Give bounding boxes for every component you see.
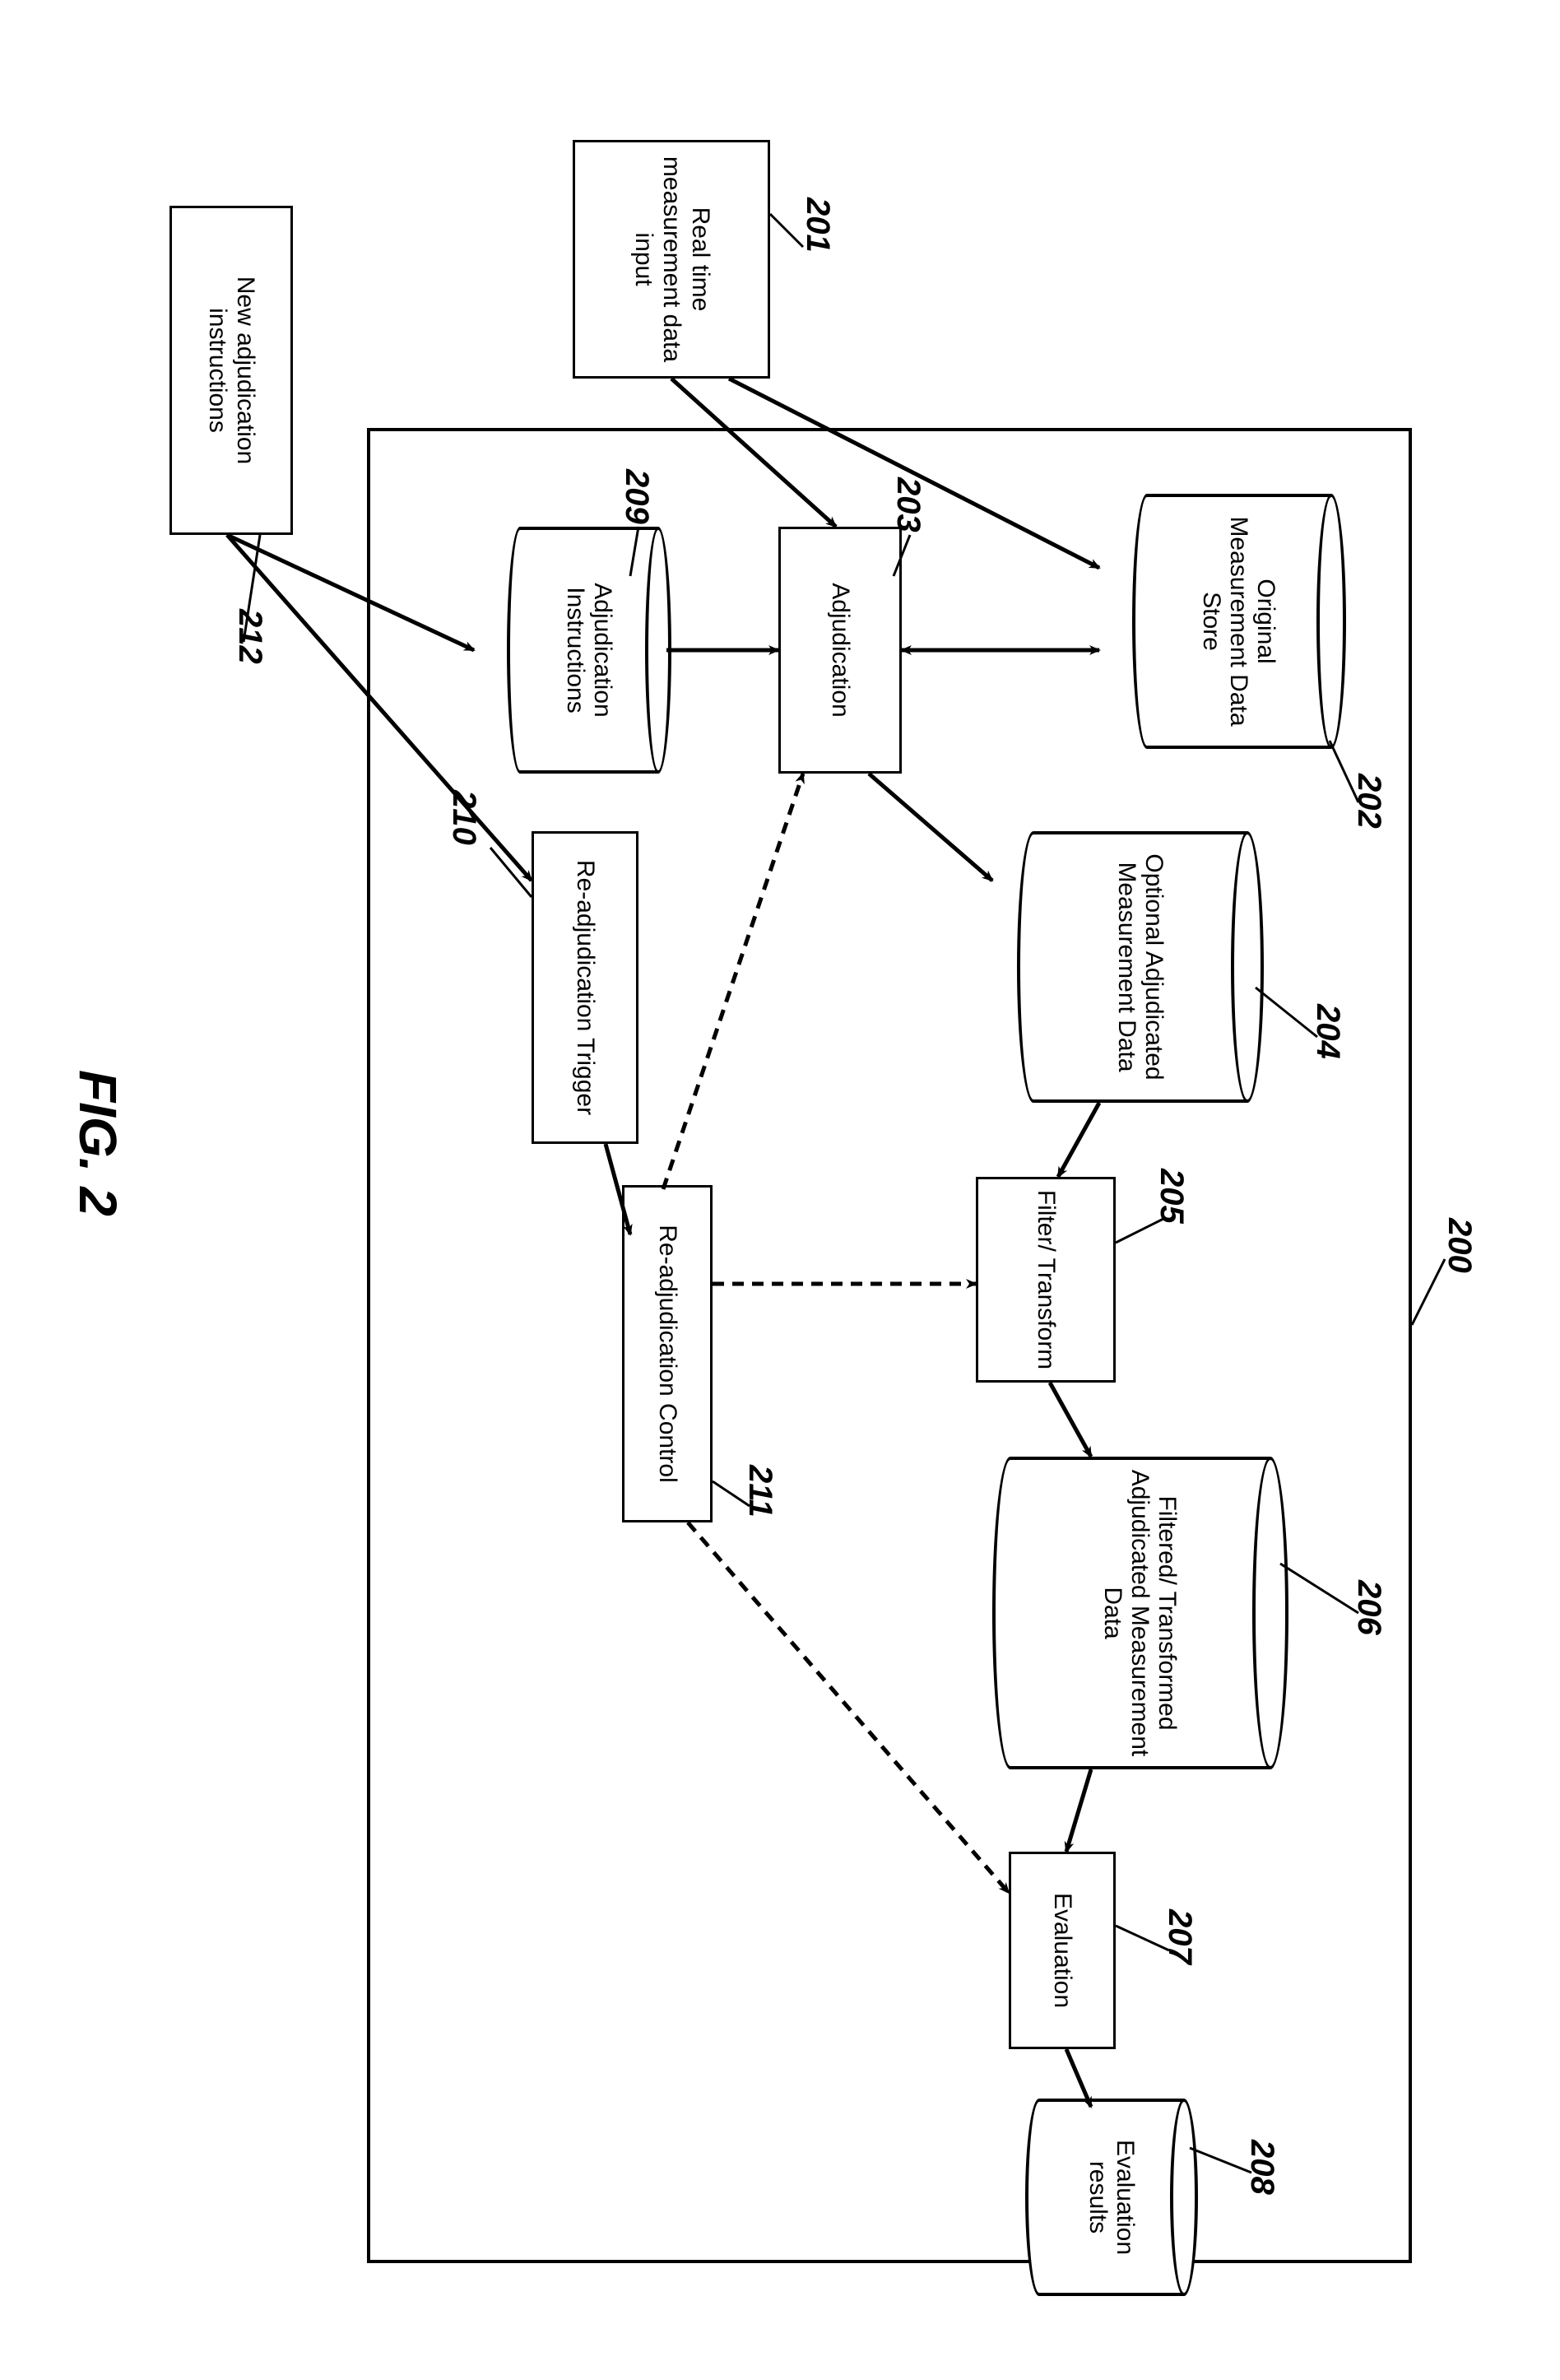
node-204-label: Optional Adjudicated Measurement Data <box>1033 831 1247 1103</box>
node-206-label: Filtered/ Transformed Adjudicated Measur… <box>1010 1457 1270 1769</box>
node-206: Filtered/ Transformed Adjudicated Measur… <box>992 1457 1288 1769</box>
node-203: Adjudication <box>778 527 902 774</box>
node-209-label: Adjudication Instructions <box>520 527 658 774</box>
node-210: Re-adjudication Trigger <box>532 831 638 1144</box>
node-209: Adjudication Instructions <box>507 527 671 774</box>
node-204: Optional Adjudicated Measurement Data <box>1017 831 1264 1103</box>
ref-204: 204 <box>1309 1004 1346 1059</box>
ref-205: 205 <box>1153 1169 1190 1224</box>
ref-210: 210 <box>445 790 482 845</box>
node-201: Real time measurement data input <box>573 140 770 379</box>
ref-212: 212 <box>231 609 268 664</box>
ref-203: 203 <box>889 477 926 532</box>
ref-211: 211 <box>741 1465 778 1518</box>
node-208-label: Evaluation results <box>1039 2099 1184 2296</box>
node-202-label: Original Measurement Data Store <box>1147 494 1331 749</box>
ref-206: 206 <box>1350 1580 1387 1635</box>
node-208: Evaluation results <box>1025 2099 1198 2296</box>
node-202: Original Measurement Data Store <box>1132 494 1346 749</box>
ref-208: 208 <box>1243 2140 1280 2195</box>
ref-209: 209 <box>618 469 655 524</box>
ref-202: 202 <box>1350 774 1387 829</box>
node-211: Re-adjudication Control <box>622 1185 713 1522</box>
ref-207: 207 <box>1161 1909 1198 1964</box>
node-207: Evaluation <box>1009 1852 1116 2049</box>
ref-200: 200 <box>1441 1218 1478 1273</box>
figure-caption: FIG. 2 <box>67 1070 128 1216</box>
ref-201: 201 <box>799 198 836 253</box>
node-205: Filter/ Transform <box>976 1177 1116 1383</box>
node-212: New adjudication instructions <box>169 206 293 535</box>
